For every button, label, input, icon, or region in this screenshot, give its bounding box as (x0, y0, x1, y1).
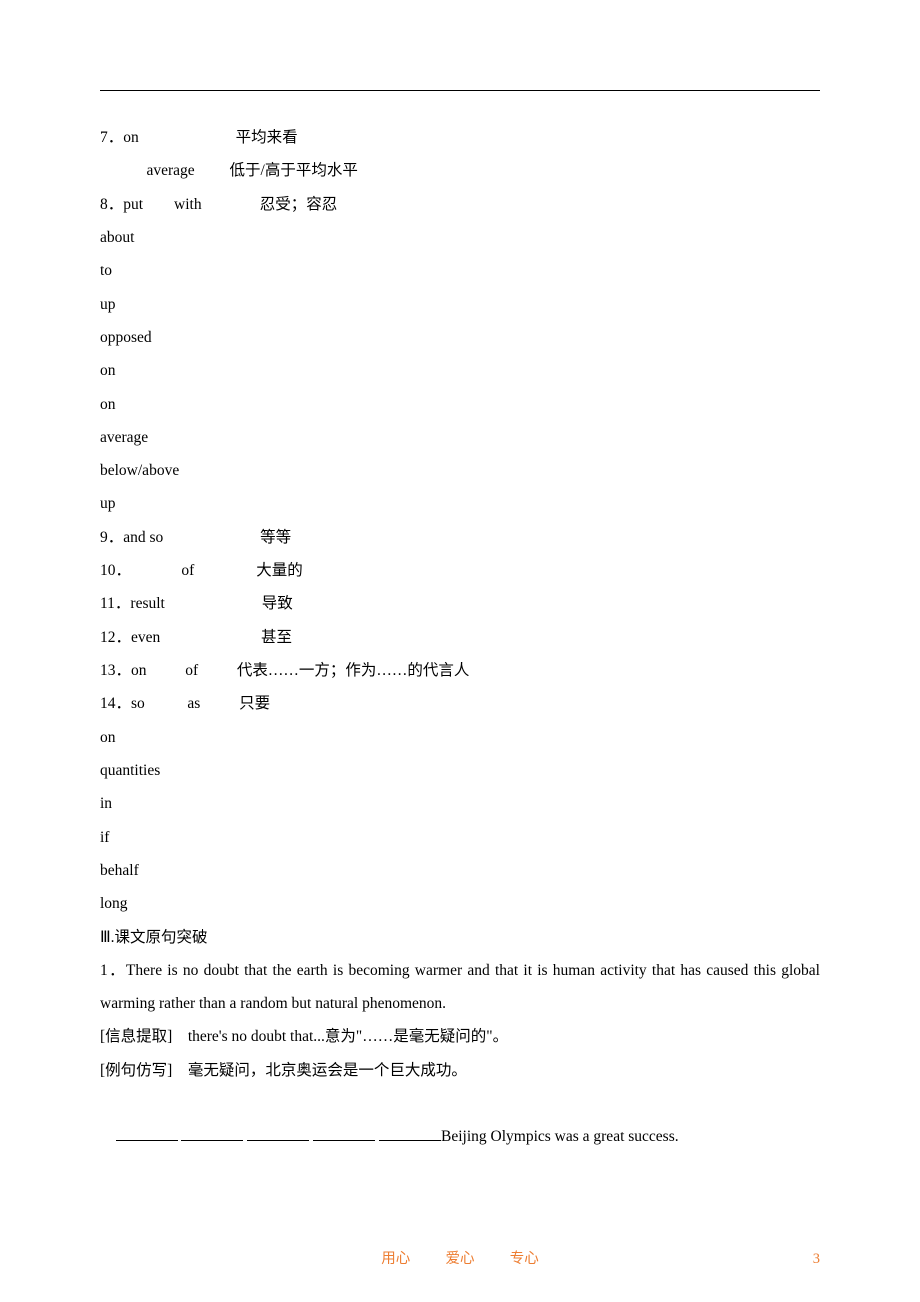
blank (313, 1125, 375, 1142)
fill-blank-line: Beijing Olympics was a great success. (100, 1087, 820, 1187)
text-line: 7．on 平均来看 (100, 121, 820, 154)
text-line: if (100, 821, 820, 854)
text-line: up (100, 288, 820, 321)
text-line: up (100, 487, 820, 520)
text-line: long (100, 887, 820, 920)
footer-text: 专心 (510, 1251, 539, 1267)
text-line: on (100, 388, 820, 421)
section-heading: Ⅲ.课文原句突破 (100, 921, 820, 954)
paragraph: 1．There is no doubt that the earth is be… (100, 954, 820, 1021)
footer-text: 用心 (381, 1251, 410, 1267)
text-line: 14．so as 只要 (100, 687, 820, 720)
text-line: [信息提取] there's no doubt that...意为"……是毫无疑… (100, 1020, 820, 1053)
text-line: about (100, 221, 820, 254)
text-line: 13．on of 代表……一方；作为……的代言人 (100, 654, 820, 687)
text-line: 8．put with 忍受；容忍 (100, 188, 820, 221)
top-rule (100, 90, 820, 91)
sentence-tail: Beijing Olympics was a great success. (441, 1128, 679, 1145)
text-line: on (100, 354, 820, 387)
blank (379, 1125, 441, 1142)
text-line: below/above (100, 454, 820, 487)
text-line: behalf (100, 854, 820, 887)
blank (181, 1125, 243, 1142)
text-line: average (100, 421, 820, 454)
text-line: average 低于/高于平均水平 (100, 154, 820, 187)
blank (116, 1125, 178, 1142)
text-line: on (100, 721, 820, 754)
page-number: 3 (813, 1251, 820, 1268)
footer: 用心 爱心 专心 (0, 1247, 920, 1268)
text-line: [例句仿写] 毫无疑问，北京奥运会是一个巨大成功。 (100, 1054, 820, 1087)
text-line: 9．and so 等等 (100, 521, 820, 554)
text-line: 11．result 导致 (100, 587, 820, 620)
footer-text: 爱心 (446, 1251, 475, 1267)
document-page: 7．on 平均来看 average 低于/高于平均水平 8．put with 忍… (0, 0, 920, 1302)
text-line: to (100, 254, 820, 287)
text-line: 10． of 大量的 (100, 554, 820, 587)
text-line: 12．even 甚至 (100, 621, 820, 654)
text-line: opposed (100, 321, 820, 354)
blank (247, 1125, 309, 1142)
text-line: in (100, 787, 820, 820)
text-line: quantities (100, 754, 820, 787)
